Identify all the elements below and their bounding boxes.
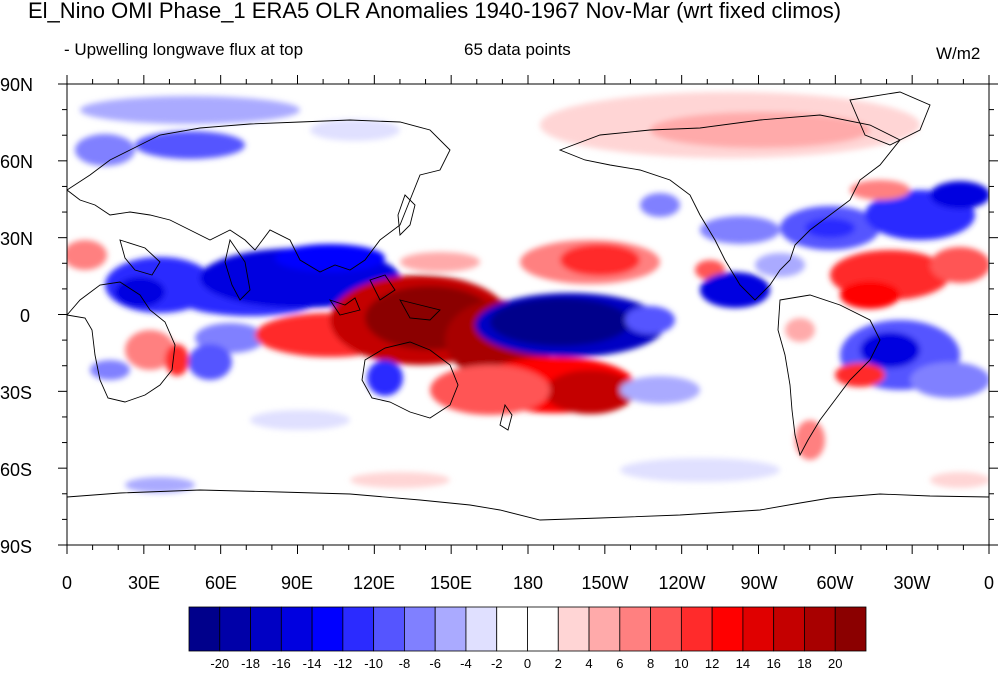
axis-ticks (58, 75, 998, 554)
colorbar-label: 8 (646, 656, 655, 671)
colorbar-label: 20 (827, 656, 843, 671)
colorbar-label: 2 (554, 656, 562, 671)
lon-label-90e: 90E (280, 573, 314, 593)
lon-label-150e: 150E (429, 573, 473, 593)
colorbar-label: -14 (302, 656, 322, 671)
anomaly-field (67, 84, 989, 545)
colorbar-label: -6 (429, 656, 441, 671)
lon-label-150w: 150W (581, 573, 629, 593)
colorbar-label: 10 (674, 656, 689, 671)
colorbar-label: 0 (523, 656, 532, 671)
lon-label-120e: 120E (352, 573, 396, 593)
colorbar-label: -18 (241, 656, 260, 671)
colorbar-label: 14 (735, 656, 751, 671)
lon-label-180: 180 (512, 573, 544, 593)
colorbar-label: -8 (398, 656, 411, 671)
colorbar-label: -10 (364, 656, 384, 671)
colorbar-label: 4 (585, 656, 593, 671)
lat-label-30s: 30S (0, 383, 33, 403)
colorbar-label: -4 (460, 656, 472, 671)
lat-label-90s: 90S (0, 537, 33, 557)
colorbar-label: 18 (797, 656, 812, 671)
lon-label-0: 0 (61, 573, 73, 593)
colorbar-label: 16 (766, 656, 781, 671)
lon-label-60w: 60W (816, 573, 854, 593)
coastlines (67, 91, 989, 521)
lon-label-60e: 60E (204, 573, 238, 593)
colorbar-label: -20 (210, 656, 230, 671)
data-points-label: 65 data points (464, 40, 571, 59)
lon-label-30w: 30W (893, 573, 931, 593)
lat-label-60s: 60S (0, 460, 33, 480)
colorbar-label: -16 (271, 656, 291, 671)
lat-label-0: 0 (20, 306, 31, 326)
lon-label-90w: 90W (740, 573, 778, 593)
lon-label-30e: 30E (127, 573, 161, 593)
variable-subtitle: - Upwelling longwave flux at top (64, 40, 304, 59)
lon-label-120w: 120W (658, 573, 706, 593)
lon-label-0-east: 0 (983, 573, 995, 593)
units-label: W/m2 (936, 44, 981, 63)
map-title: El_Nino OMI Phase_1 ERA5 OLR Anomalies 1… (28, 0, 842, 23)
colorbar-label: -2 (490, 656, 503, 671)
lat-label-90n: 90N (0, 75, 34, 95)
lat-label-30n: 30N (0, 229, 34, 249)
colorbar-label: 6 (616, 656, 624, 671)
colorbar-label: -12 (333, 656, 353, 671)
colorbar-label: 12 (704, 656, 720, 671)
lat-label-60n: 60N (0, 152, 34, 172)
